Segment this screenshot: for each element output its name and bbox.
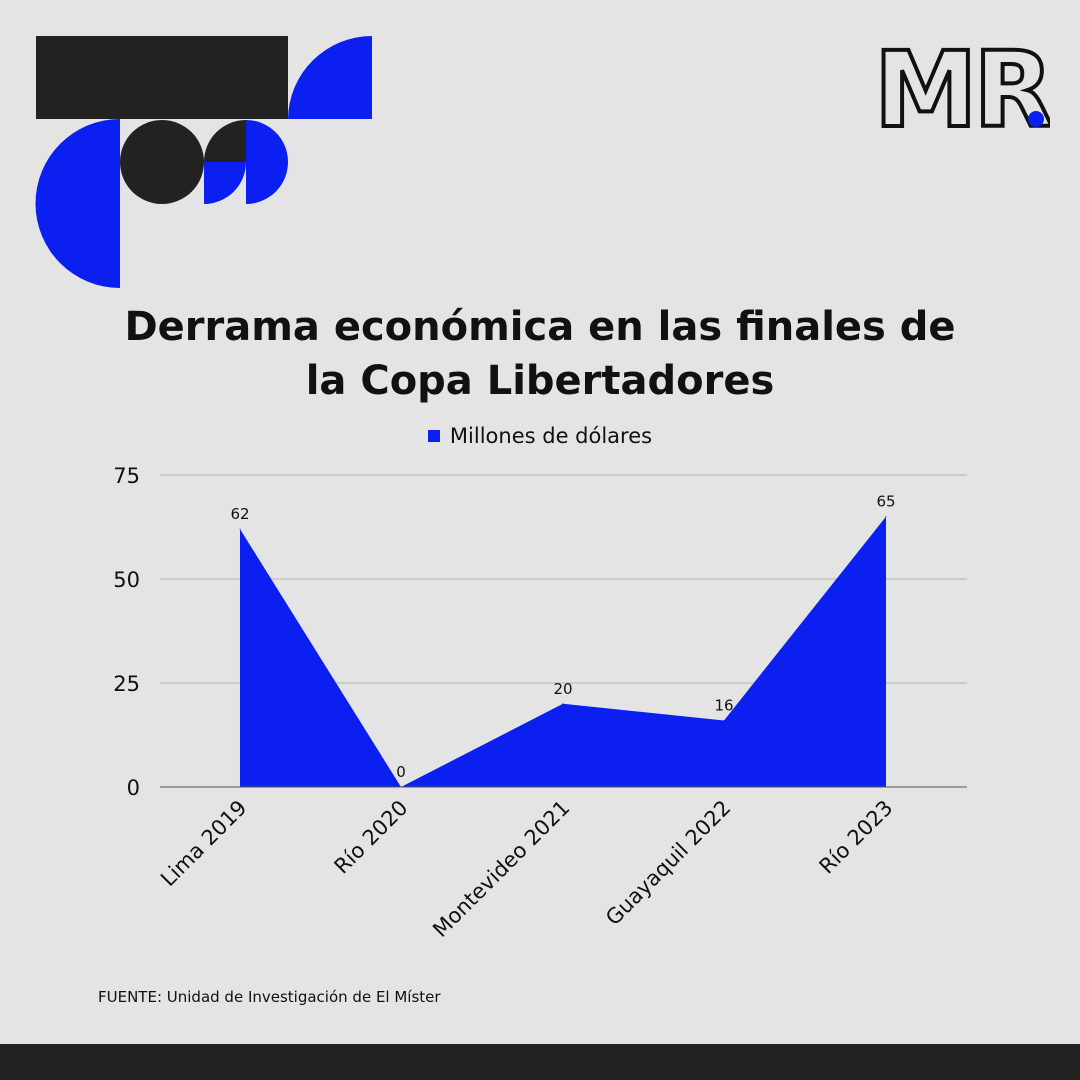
chart-title-line-1: Derrama económica en las finales de <box>124 304 956 350</box>
legend-swatch <box>427 430 440 442</box>
x-tick-label: Río 2023 <box>815 796 898 879</box>
data-point <box>400 786 402 788</box>
deco-black-bar <box>36 36 288 119</box>
deco-blue-half-circle <box>35 119 120 288</box>
chart-title-line-2: la Copa Libertadores <box>305 358 775 404</box>
brand-logo: MR. <box>872 30 1050 140</box>
x-tick-label: Río 2020 <box>330 796 413 879</box>
deco-black-circle <box>120 120 204 204</box>
decorative-shapes <box>35 35 372 288</box>
data-label: 0 <box>396 763 406 781</box>
source-note: FUENTE: Unidad de Investigación de El Mí… <box>98 988 441 1006</box>
data-point <box>885 516 887 518</box>
data-label: 16 <box>714 696 733 714</box>
x-tick-label: Lima 2019 <box>156 796 251 891</box>
data-label: 62 <box>230 505 249 523</box>
data-point <box>562 703 564 705</box>
deco-blue-quarter-top <box>288 35 372 119</box>
deco-black-quarter <box>204 120 246 162</box>
y-tick-label: 75 <box>113 464 140 488</box>
data-point <box>723 719 725 721</box>
brand-logo-dot <box>1028 111 1044 127</box>
x-tick-label: Guayaquil 2022 <box>601 796 735 930</box>
y-tick-label: 25 <box>113 672 140 696</box>
brand-logo-text: MR. <box>874 30 1050 140</box>
series-area-millones <box>240 516 886 787</box>
data-point <box>239 528 241 530</box>
y-tick-label: 50 <box>113 568 140 592</box>
chart-legend: Millones de dólares <box>0 424 1080 448</box>
data-label: 20 <box>553 680 572 698</box>
deco-blue-quarter-small <box>204 162 246 204</box>
legend-label: Millones de dólares <box>449 424 653 448</box>
x-tick-label: Montevideo 2021 <box>428 796 574 942</box>
y-tick-label: 0 <box>127 776 140 800</box>
deco-blue-half-right <box>246 120 288 204</box>
chart-title: Derrama económica en las finales de la C… <box>60 300 1020 408</box>
data-label: 65 <box>876 493 895 511</box>
footer-bar <box>0 1044 1080 1080</box>
